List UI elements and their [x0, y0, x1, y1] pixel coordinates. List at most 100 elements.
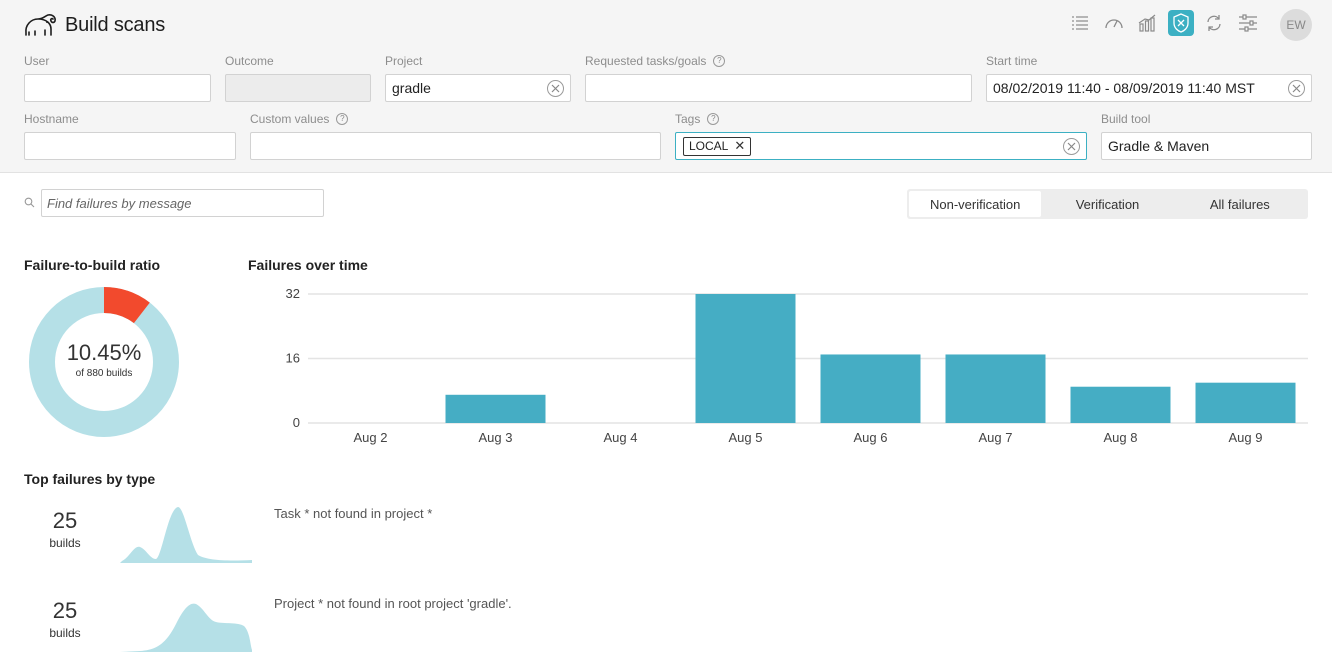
bar	[1195, 382, 1296, 423]
bar	[945, 354, 1046, 423]
custom-values-label: Custom values?	[250, 112, 349, 126]
close-icon	[1292, 84, 1301, 93]
outcome-label-text: Outcome	[225, 54, 274, 68]
failure-count: 25 builds	[25, 508, 105, 550]
ratio-center: 10.45% of 880 builds	[29, 340, 179, 379]
start-time-label: Start time	[986, 54, 1037, 68]
failure-message[interactable]: Project * not found in root project 'gra…	[274, 596, 512, 611]
x-tick-label: Aug 3	[479, 430, 513, 445]
tags-field[interactable]: LOCAL ✕	[675, 132, 1087, 160]
y-tick-label: 0	[293, 415, 300, 430]
help-icon[interactable]: ?	[713, 55, 726, 67]
start-time-label-text: Start time	[986, 54, 1038, 68]
y-tick-label: 32	[286, 286, 300, 301]
tag-chip: LOCAL ✕	[683, 136, 752, 156]
help-icon[interactable]: ?	[336, 113, 349, 125]
app-title: Build scans	[65, 13, 166, 36]
tags-label-text: Tags	[675, 112, 701, 126]
performance-button[interactable]	[1101, 10, 1127, 36]
requested-tasks-label-text: Requested tasks/goals	[585, 54, 707, 68]
bar	[445, 394, 546, 423]
failure-count: 25 builds	[25, 598, 105, 640]
failures-over-time-chart: 0 16 32 Aug 2 Aug 3 Aug 4 Aug 5 Aug 6 Aug 7 Aug 8…	[286, 286, 1308, 445]
clear-tags-button[interactable]	[1063, 138, 1080, 155]
settings-sliders-icon	[1238, 14, 1257, 32]
requested-tasks-label: Requested tasks/goals?	[585, 54, 726, 68]
hostname-label-text: Hostname	[24, 112, 79, 126]
ratio-title: Failure-to-build ratio	[24, 257, 161, 273]
custom-values-field[interactable]	[250, 132, 661, 160]
help-icon[interactable]: ?	[707, 113, 720, 125]
failure-message[interactable]: Task * not found in project *	[274, 506, 433, 521]
tag-chip-label: LOCAL	[689, 139, 729, 153]
list-icon	[1072, 16, 1088, 30]
failures-button[interactable]	[1167, 10, 1194, 36]
requested-tasks-field[interactable]	[585, 74, 972, 102]
failure-count-number: 25	[52, 508, 78, 533]
failure-count-unit: builds	[49, 536, 81, 550]
elephant-logo-icon	[25, 14, 56, 36]
hostname-label: Hostname	[24, 112, 79, 126]
chart-title: Failures over time	[248, 257, 368, 273]
top-nav	[1067, 10, 1268, 36]
all-failures-option[interactable]: All failures	[1209, 196, 1270, 212]
sparkline-area	[120, 507, 252, 563]
close-icon	[1067, 142, 1076, 151]
remove-tag-icon[interactable]: ✕	[734, 138, 746, 153]
bar	[695, 294, 796, 423]
failure-type-toggle: Non-verification Verification All failur…	[907, 189, 1308, 219]
build-tool-value: Gradle & Maven	[1108, 138, 1210, 154]
y-tick-label: 16	[286, 351, 300, 366]
trends-icon	[1138, 14, 1156, 32]
x-tick-label: Aug 6	[854, 430, 888, 445]
user-label-text: User	[24, 54, 50, 68]
tags-label: Tags?	[675, 112, 720, 126]
verification-option[interactable]: Verification	[1075, 196, 1140, 212]
list-view-button[interactable]	[1067, 10, 1093, 36]
failure-search-input[interactable]	[41, 189, 324, 217]
gauge-icon	[1104, 19, 1123, 29]
filter-panel: Build scans EW User Outcome Project Requ…	[0, 0, 1332, 173]
trends-button[interactable]	[1134, 10, 1160, 36]
failure-count-unit: builds	[49, 626, 81, 640]
hostname-field[interactable]	[24, 132, 236, 160]
project-label-text: Project	[385, 54, 423, 68]
x-tick-label: Aug 9	[1229, 430, 1263, 445]
start-time-value: 08/02/2019 11:40 - 08/09/2019 11:40 MST	[993, 80, 1255, 96]
top-failures-title: Top failures by type	[24, 471, 156, 487]
failure-sparkline	[120, 507, 252, 563]
refresh-button[interactable]	[1201, 10, 1227, 36]
outcome-label: Outcome	[225, 54, 274, 68]
failures-shield-icon	[1172, 13, 1189, 33]
refresh-icon	[1207, 15, 1221, 31]
clear-project-button[interactable]	[547, 80, 564, 97]
custom-values-label-text: Custom values	[250, 112, 330, 126]
build-tool-label-text: Build tool	[1101, 112, 1151, 126]
clear-start-time-button[interactable]	[1288, 80, 1305, 97]
failure-sparkline	[120, 603, 252, 652]
ratio-subtext: of 880 builds	[75, 368, 133, 379]
failure-count-number: 25	[52, 598, 78, 623]
non-verification-option[interactable]: Non-verification	[909, 191, 1042, 217]
build-tool-select[interactable]: Gradle & Maven	[1101, 132, 1312, 160]
donut-fail-arc	[103, 287, 150, 324]
x-tick-label: Aug 7	[979, 430, 1013, 445]
start-time-field[interactable]: 08/02/2019 11:40 - 08/09/2019 11:40 MST	[986, 74, 1312, 102]
sparkline-area	[120, 603, 252, 652]
project-value: gradle	[392, 80, 431, 96]
project-label: Project	[385, 54, 422, 68]
app-logo[interactable]: Build scans	[23, 11, 165, 39]
build-tool-label: Build tool	[1101, 112, 1150, 126]
bar	[1070, 386, 1171, 423]
user-label: User	[24, 54, 49, 68]
x-tick-label: Aug 8	[1104, 430, 1138, 445]
user-field[interactable]	[24, 74, 211, 102]
project-field[interactable]: gradle	[385, 74, 571, 102]
failure-ratio-donut	[29, 287, 179, 437]
user-avatar[interactable]: EW	[1280, 9, 1312, 41]
x-tick-label: Aug 5	[729, 430, 763, 445]
close-icon	[551, 84, 560, 93]
settings-button[interactable]	[1235, 10, 1261, 36]
outcome-field[interactable]	[225, 74, 371, 102]
bar	[820, 354, 921, 423]
